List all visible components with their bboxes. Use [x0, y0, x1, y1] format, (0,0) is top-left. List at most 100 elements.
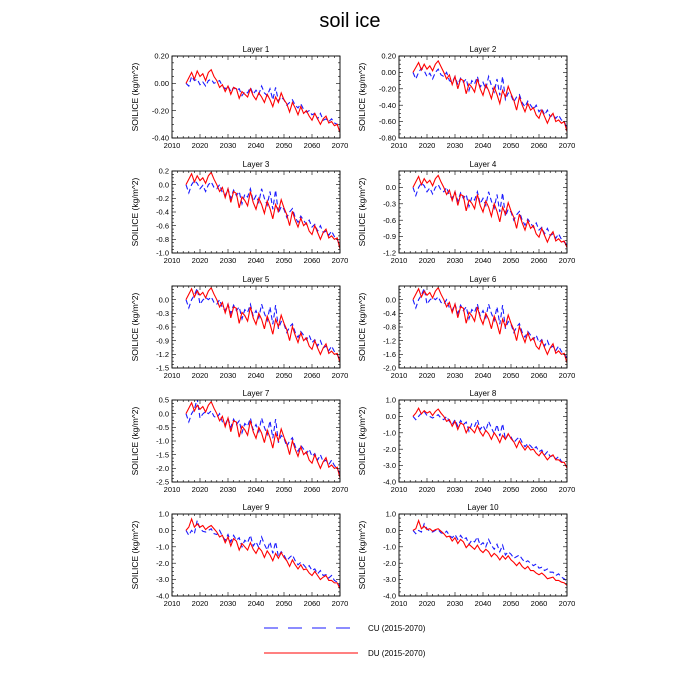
y-tick-label: 0.0 [159, 295, 169, 304]
panel-title: Layer 1 [243, 45, 270, 54]
series-line-du [412, 59, 567, 132]
x-tick-label: 2020 [192, 485, 209, 494]
y-tick-label: -0.3 [383, 199, 396, 208]
y-tick-label: -4.0 [383, 592, 396, 601]
y-tick-label: -0.60 [379, 117, 396, 126]
y-tick-label: -0.6 [383, 216, 396, 225]
y-axis-label: SOILICE (kg/m^2) [130, 62, 140, 131]
legend-label-du: DU (2015-2070) [368, 649, 426, 658]
x-tick-label: 2020 [192, 599, 209, 608]
x-tick-label: 2020 [192, 141, 209, 150]
x-tick-label: 2040 [475, 371, 492, 380]
y-tick-label: -1.2 [156, 350, 169, 359]
x-tick-label: 2070 [332, 599, 349, 608]
x-tick-label: 2070 [332, 141, 349, 150]
x-tick-label: 2020 [192, 256, 209, 265]
x-tick-label: 2060 [304, 485, 321, 494]
series-line-cu [185, 400, 340, 475]
y-tick-label: -0.4 [156, 208, 169, 217]
x-tick-label: 2030 [447, 256, 464, 265]
y-tick-label: 0.0 [159, 180, 169, 189]
x-tick-label: 2030 [220, 599, 237, 608]
y-tick-label: -1.5 [156, 450, 169, 459]
y-tick-label: -4.0 [156, 592, 169, 601]
x-tick-label: 2010 [391, 485, 408, 494]
y-tick-label: -0.3 [156, 309, 169, 318]
x-tick-label: 2020 [419, 141, 436, 150]
y-axis-label: SOILICE (kg/m^2) [357, 520, 367, 589]
series-line-du [185, 400, 340, 479]
y-axis-label: SOILICE (kg/m^2) [357, 177, 367, 246]
y-tick-label: -0.4 [383, 309, 396, 318]
y-tick-label: 0.5 [159, 396, 169, 405]
legend: CU (2015-2070) DU (2015-2070) [264, 624, 426, 658]
x-tick-label: 2060 [304, 371, 321, 380]
x-tick-label: 2050 [503, 485, 520, 494]
x-tick-label: 2010 [391, 141, 408, 150]
x-tick-label: 2020 [419, 599, 436, 608]
x-tick-label: 2040 [248, 371, 265, 380]
x-tick-label: 2070 [559, 141, 576, 150]
x-tick-label: 2070 [559, 256, 576, 265]
y-tick-label: -2.0 [383, 445, 396, 454]
x-tick-label: 2050 [503, 141, 520, 150]
x-tick-label: 2010 [164, 599, 181, 608]
x-tick-label: 2030 [447, 599, 464, 608]
y-tick-label: -0.20 [379, 84, 396, 93]
x-tick-label: 2040 [248, 485, 265, 494]
x-tick-label: 2030 [447, 485, 464, 494]
x-tick-label: 2010 [164, 371, 181, 380]
x-tick-label: 2030 [447, 141, 464, 150]
x-tick-label: 2070 [332, 371, 349, 380]
panel-title: Layer 8 [470, 389, 497, 398]
x-tick-label: 2060 [531, 371, 548, 380]
x-tick-label: 2040 [475, 141, 492, 150]
y-tick-label: -0.20 [152, 106, 169, 115]
x-tick-label: 2070 [559, 371, 576, 380]
y-tick-label: -0.80 [379, 134, 396, 143]
x-tick-label: 2060 [531, 599, 548, 608]
x-tick-label: 2060 [531, 485, 548, 494]
panel-title: Layer 6 [470, 275, 497, 284]
panel-layer-5: Layer 5 SOILICE (kg/m^2) 2010 2020 2030 2040 2… [130, 275, 348, 380]
y-tick-label: -2.0 [383, 364, 396, 373]
series-line-cu [412, 286, 567, 359]
y-tick-label: 0.0 [159, 526, 169, 535]
x-tick-label: 2040 [475, 485, 492, 494]
y-tick-label: 0.0 [386, 295, 396, 304]
x-tick-label: 2070 [332, 485, 349, 494]
series-line-cu [185, 75, 340, 132]
x-tick-label: 2010 [391, 371, 408, 380]
y-axis-label: SOILICE (kg/m^2) [357, 62, 367, 131]
x-tick-label: 2060 [531, 141, 548, 150]
x-tick-label: 2010 [164, 485, 181, 494]
series-line-cu [412, 410, 567, 468]
x-tick-label: 2040 [475, 256, 492, 265]
x-tick-label: 2020 [419, 256, 436, 265]
y-tick-label: -1.0 [156, 437, 169, 446]
x-tick-label: 2020 [419, 485, 436, 494]
y-tick-label: -3.0 [156, 575, 169, 584]
y-tick-label: -0.9 [383, 232, 396, 241]
x-tick-label: 2030 [220, 256, 237, 265]
figure-title: soil ice [319, 10, 381, 32]
y-tick-label: -2.0 [156, 559, 169, 568]
plot-frame [171, 513, 341, 597]
x-tick-label: 2050 [276, 141, 293, 150]
x-tick-label: 2060 [304, 599, 321, 608]
y-tick-label: -2.5 [156, 478, 169, 487]
panel-layer-9: Layer 9 SOILICE (kg/m^2) 2010 2020 2030 2040 2… [130, 503, 348, 608]
y-tick-label: 0.0 [386, 412, 396, 421]
y-axis-label: SOILICE (kg/m^2) [130, 177, 140, 246]
y-tick-label: -3.0 [383, 461, 396, 470]
y-tick-label: -1.5 [156, 364, 169, 373]
panel-title: Layer 2 [470, 45, 497, 54]
series-line-du [185, 68, 340, 133]
x-tick-label: 2050 [276, 485, 293, 494]
y-axis-label: SOILICE (kg/m^2) [357, 406, 367, 475]
x-tick-label: 2030 [220, 485, 237, 494]
series-line-cu [185, 179, 340, 247]
series-line-cu [185, 518, 340, 587]
